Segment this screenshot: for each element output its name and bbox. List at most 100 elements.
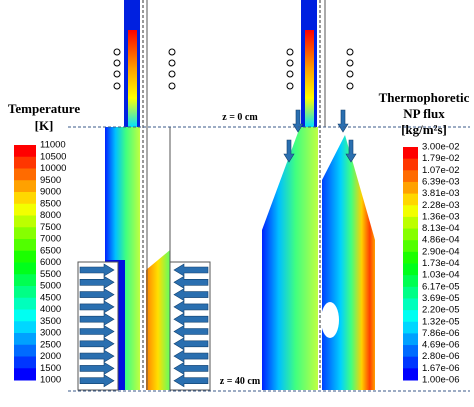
arrow <box>173 300 209 314</box>
colorbar-segment <box>403 205 418 218</box>
colorbar-segment <box>403 286 418 299</box>
z-bottom-label: z = 40 cm <box>220 376 261 387</box>
colorbar-label: 2000 <box>40 351 61 362</box>
arrow <box>173 361 209 375</box>
arrow <box>173 374 209 388</box>
colorbar-label: 7.86e-06 <box>422 328 460 339</box>
colorbar-label: 1.07e-02 <box>422 165 460 176</box>
arrow <box>79 324 115 339</box>
colorbar-label: 9500 <box>40 175 61 186</box>
colorbar-segment <box>14 215 36 228</box>
colorbar-segment <box>14 309 36 322</box>
colorbar-label: 2.80e-06 <box>422 351 460 362</box>
colorbar-label: 4500 <box>40 292 61 303</box>
left-colorbar-title: Temperature <box>8 101 80 116</box>
arrow <box>173 275 209 289</box>
colorbar-label: 3.69e-05 <box>422 293 460 304</box>
colorbar-segment <box>403 170 418 183</box>
colorbar-segment <box>403 310 418 323</box>
right-colorbar-title: NP flux <box>403 106 445 121</box>
colorbar-segment <box>14 227 36 240</box>
colorbar-segment <box>14 344 36 357</box>
colorbar-segment <box>14 250 36 263</box>
colorbar-label: 1.03e-04 <box>422 270 460 281</box>
colorbar-label: 1.79e-02 <box>422 153 460 164</box>
colorbar-segment <box>403 368 418 381</box>
colorbar-label: 1.36e-03 <box>422 211 460 222</box>
colorbar-label: 1500 <box>40 363 61 374</box>
colorbar-segment <box>14 239 36 252</box>
colorbar-segment <box>403 193 418 206</box>
colorbar-segment <box>14 145 36 158</box>
colorbar-label: 3.00e-02 <box>422 142 460 153</box>
colorbar-label: 9000 <box>40 187 61 198</box>
colorbar-label: 7500 <box>40 222 61 233</box>
arrow <box>173 349 209 363</box>
arrow <box>79 312 115 326</box>
colorbar-label: 5500 <box>40 269 61 280</box>
arrow <box>173 324 209 339</box>
colorbar-segment <box>403 275 418 288</box>
arrow <box>79 263 115 277</box>
colorbar-label: 8000 <box>40 210 61 221</box>
colorbar-segment <box>14 333 36 346</box>
colorbar-label: 5000 <box>40 281 61 292</box>
colorbar-label: 1.67e-06 <box>422 363 460 374</box>
colorbar-label: 2.20e-05 <box>422 305 460 316</box>
colorbar-segment <box>14 274 36 287</box>
colorbar-segment <box>14 321 36 334</box>
colorbar-label: 6500 <box>40 245 61 256</box>
colorbar-segment <box>403 345 418 358</box>
colorbar-segment <box>14 192 36 205</box>
colorbar-label: 1.32e-05 <box>422 316 460 327</box>
colorbar-segment <box>403 298 418 311</box>
colorbar-segment <box>403 147 418 160</box>
left-colorbar-title: [K] <box>35 118 54 133</box>
colorbar-segment <box>403 216 418 230</box>
colorbar-label: 4.86e-04 <box>422 235 460 246</box>
arrow <box>79 300 115 314</box>
coil-arrows <box>77 261 211 391</box>
arrow <box>173 288 209 302</box>
arrow <box>173 263 209 277</box>
colorbar-label: 1.73e-04 <box>422 258 460 269</box>
colorbar-label: 3000 <box>40 328 61 339</box>
colorbar-segment <box>14 286 36 299</box>
colorbar-segment <box>403 228 418 241</box>
colorbar-label: 10000 <box>40 163 66 174</box>
right-panel <box>262 0 375 390</box>
colorbar-segment <box>403 251 418 264</box>
colorbar-label: 6.39e-03 <box>422 176 460 187</box>
right-colorbar-title: Thermophoretic <box>379 90 470 105</box>
colorbar-segment <box>14 297 36 310</box>
colorbar-segment <box>14 180 36 193</box>
colorbar-label: 8.13e-04 <box>422 223 460 234</box>
colorbar-label: 6.17e-05 <box>422 281 460 292</box>
colorbar-label: 3.81e-03 <box>422 188 460 199</box>
colorbar-label: 3500 <box>40 316 61 327</box>
colorbar-segment <box>403 158 418 171</box>
colorbar-segment <box>14 262 36 275</box>
colorbar-segment <box>403 333 418 346</box>
colorbar-segment <box>14 156 36 169</box>
colorbar-label: 6000 <box>40 257 61 268</box>
colorbar-segment <box>14 168 36 181</box>
arrow <box>79 374 115 388</box>
colorbar-label: 4.69e-06 <box>422 340 460 351</box>
colorbar-label: 1.00e-06 <box>422 375 460 386</box>
arrow <box>79 337 115 351</box>
arrow <box>173 337 209 351</box>
colorbar-label: 2.28e-03 <box>422 200 460 211</box>
colorbar-segment <box>14 368 36 381</box>
arrow <box>173 312 209 326</box>
colorbar-segment <box>403 263 418 276</box>
colorbar-label: 4000 <box>40 304 61 315</box>
colorbar-label: 11000 <box>40 140 66 151</box>
colorbar-segment <box>14 203 36 216</box>
colorbar-label: 7000 <box>40 234 61 245</box>
right-colorbar-title: [kg/m²s] <box>401 122 447 137</box>
z-top-label: z = 0 cm <box>222 112 258 123</box>
colorbar-label: 2.90e-04 <box>422 246 460 257</box>
colorbar-label: 10500 <box>40 151 66 162</box>
